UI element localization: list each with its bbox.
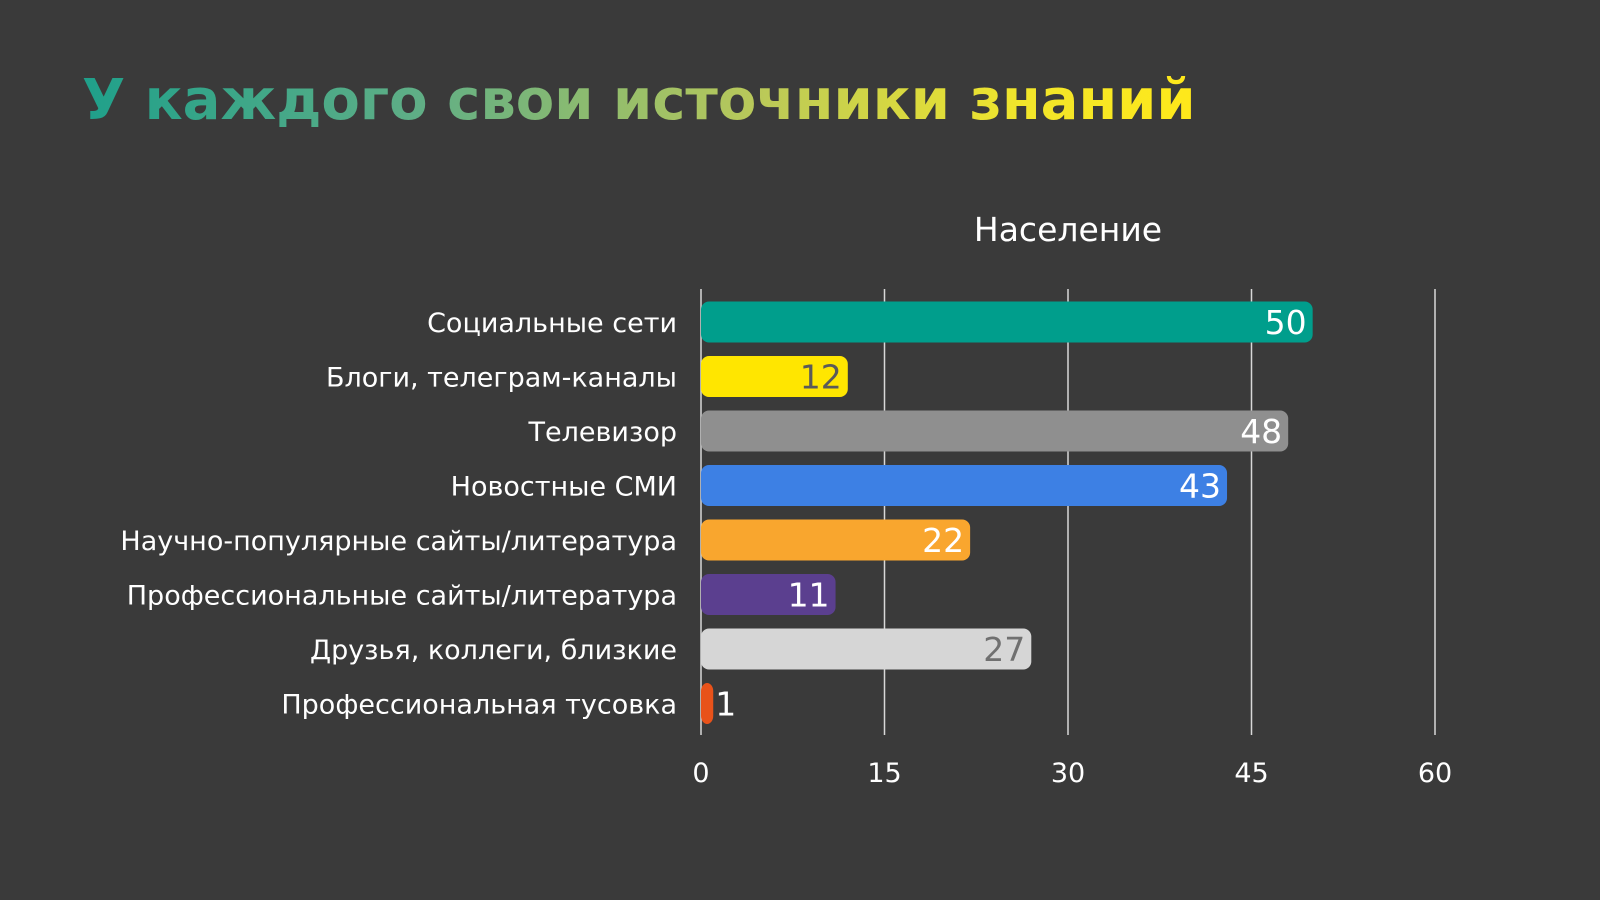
category-label: Друзья, коллеги, близкие <box>310 635 677 666</box>
x-tick-labels: 0 15 30 45 60 <box>692 758 1452 789</box>
data-label: 43 <box>1179 467 1221 506</box>
category-label: Профессиональная тусовка <box>281 690 677 721</box>
bar <box>701 465 1228 506</box>
bar <box>701 519 971 561</box>
data-label: 1 <box>715 685 736 724</box>
data-label: 50 <box>1265 303 1307 342</box>
category-label: Блоги, телеграм-каналы <box>326 363 677 394</box>
x-tick-label: 45 <box>1234 758 1268 789</box>
bar <box>701 410 1289 452</box>
x-tick-label: 30 <box>1051 758 1085 789</box>
slide-title: У каждого свои источники знаний <box>82 68 1196 133</box>
category-label: Телевизор <box>528 417 677 448</box>
data-label: 48 <box>1240 412 1282 451</box>
category-label: Социальные сети <box>427 308 677 339</box>
bar <box>701 356 848 397</box>
bar <box>701 683 714 724</box>
category-labels: Социальные сети Блоги, телеграм-каналы Тел… <box>120 308 677 721</box>
data-label: 22 <box>922 521 964 560</box>
bars: 50 12 48 43 22 11 27 1 <box>701 301 1313 724</box>
category-label: Научно-популярные сайты/литература <box>120 526 677 557</box>
chart-title: Население <box>974 210 1162 249</box>
bar <box>701 574 836 615</box>
x-tick-label: 15 <box>867 758 901 789</box>
data-label: 27 <box>983 630 1025 669</box>
category-label: Новостные СМИ <box>451 472 677 503</box>
category-label: Профессиональные сайты/литература <box>127 581 677 612</box>
x-tick-label: 0 <box>692 758 709 789</box>
data-label: 11 <box>788 576 830 615</box>
x-tick-label: 60 <box>1418 758 1452 789</box>
bar <box>701 628 1032 670</box>
data-label: 12 <box>800 358 842 397</box>
bar <box>701 301 1313 343</box>
